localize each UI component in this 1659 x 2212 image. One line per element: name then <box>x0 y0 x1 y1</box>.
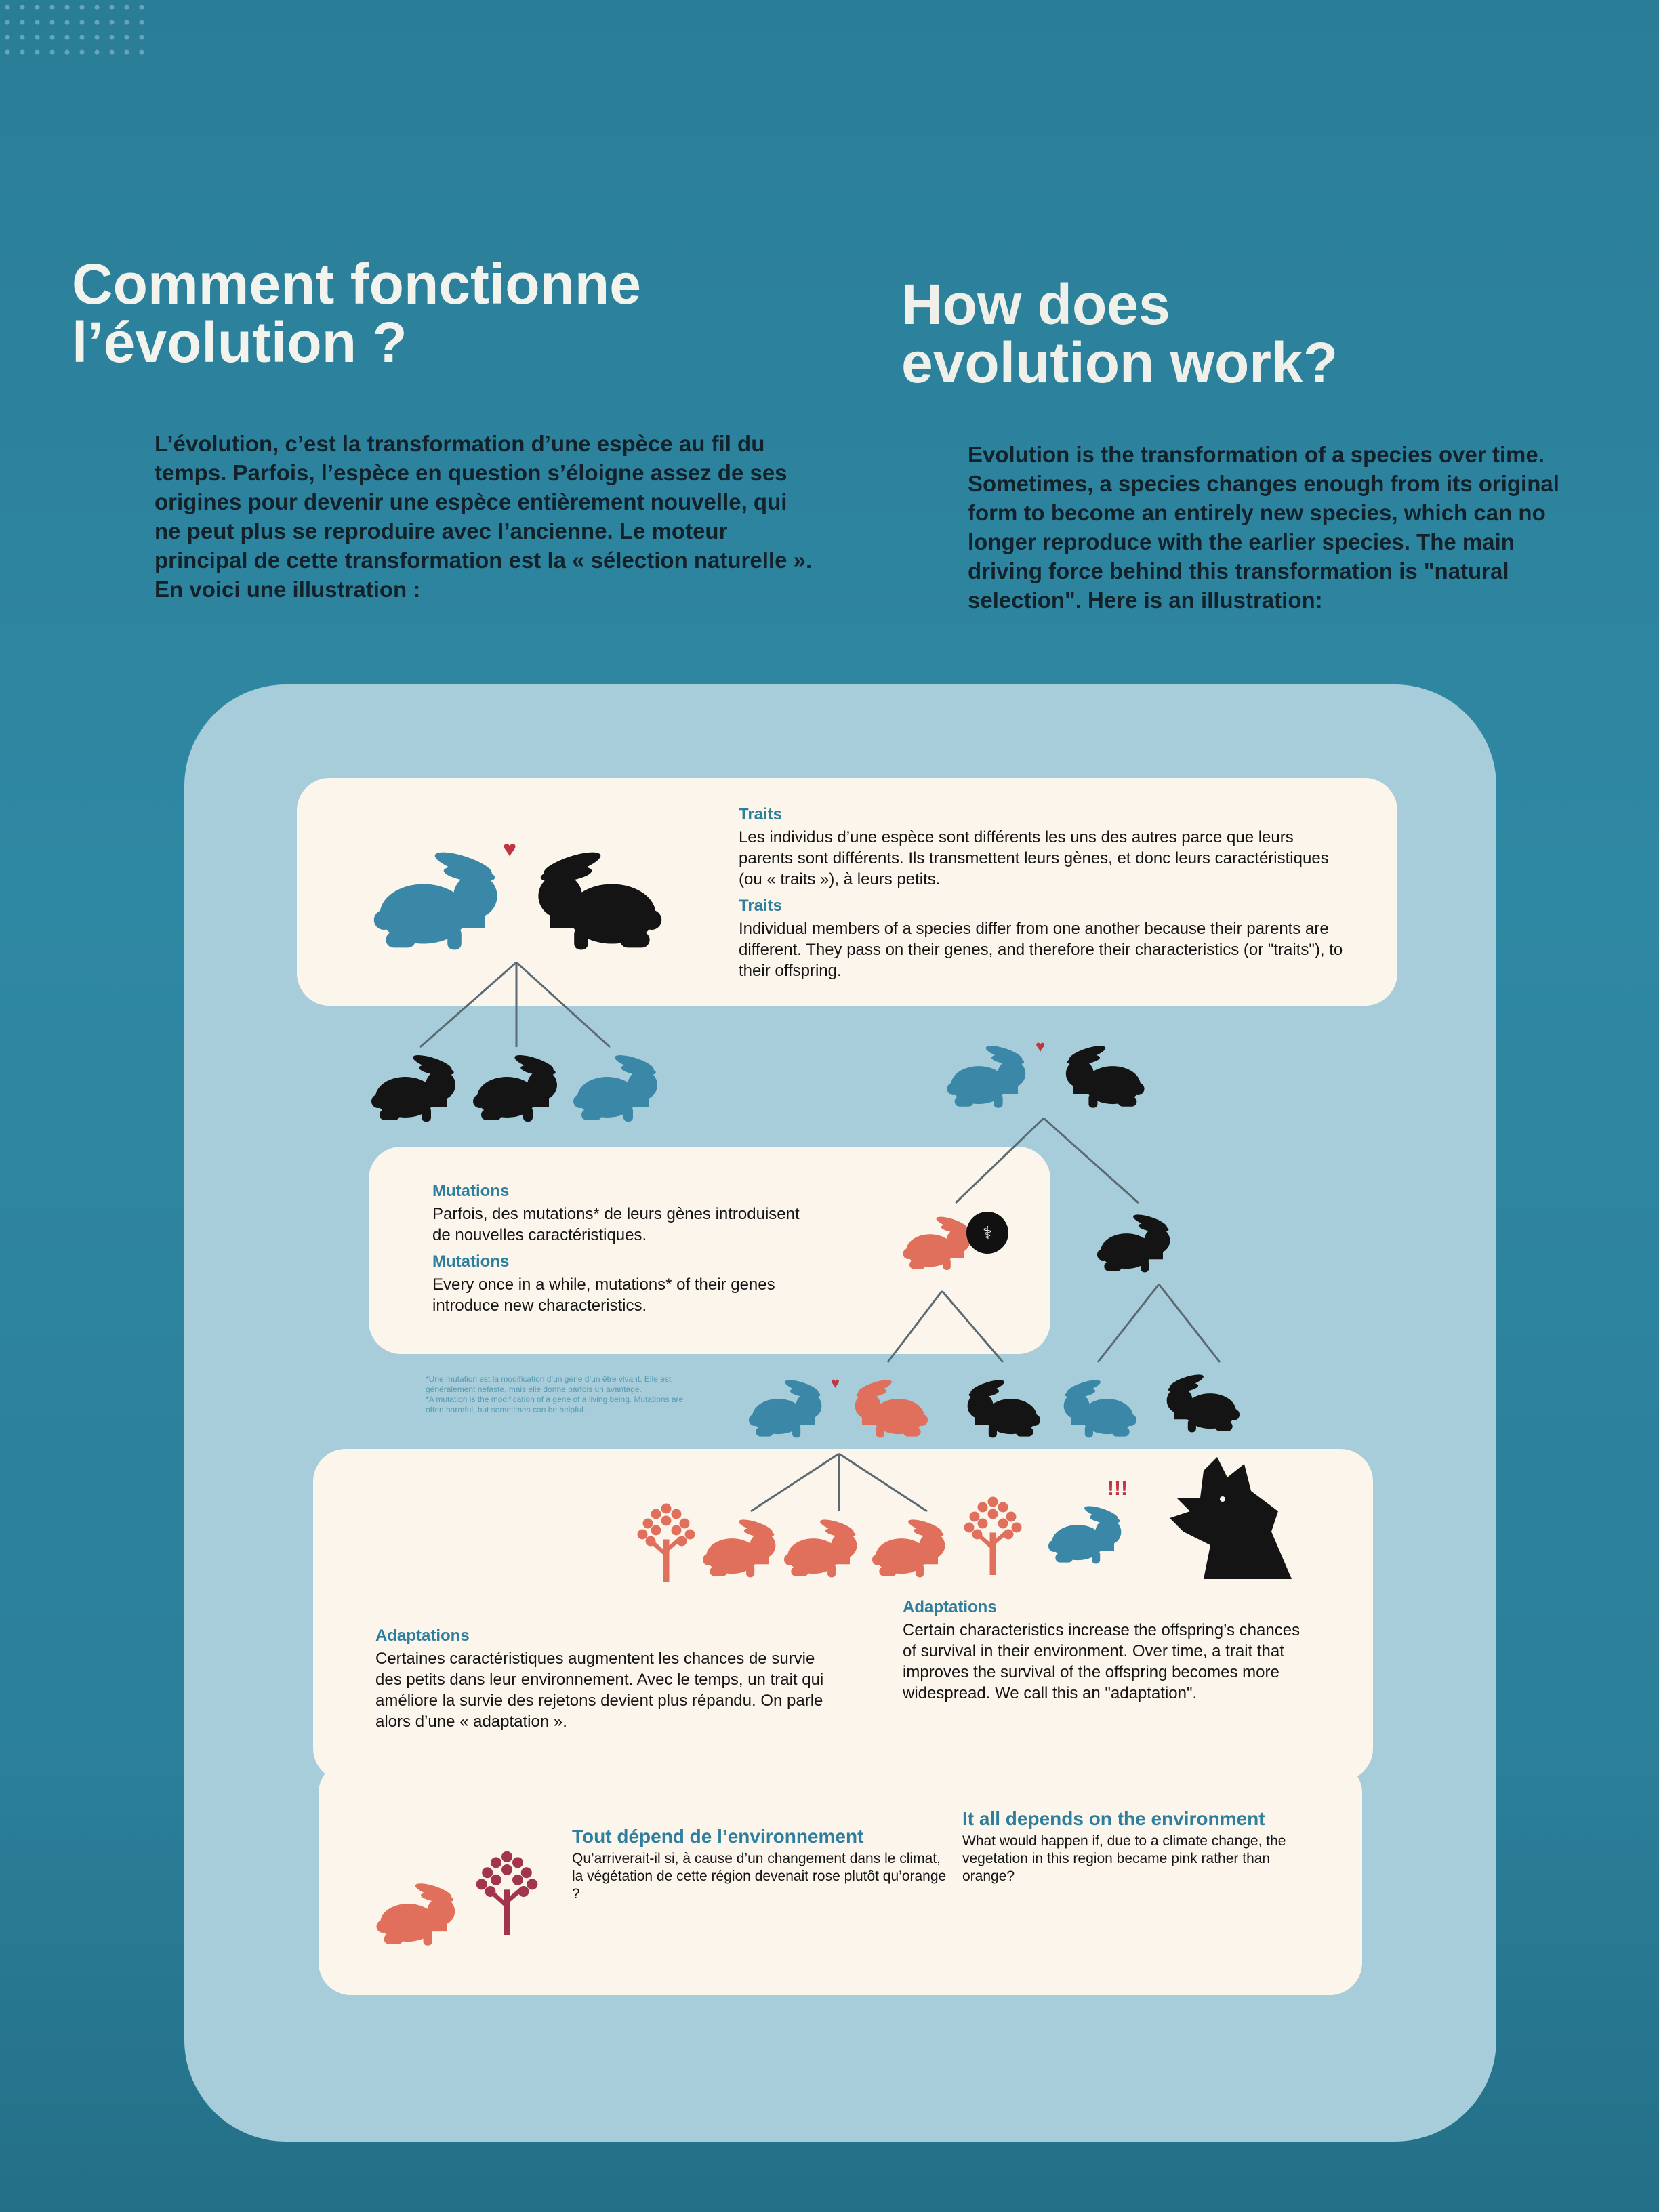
title-en: How does evolution work? <box>901 275 1511 392</box>
heart-icon: ♥ <box>1036 1038 1046 1056</box>
dna-icon: ⚕ <box>966 1212 1008 1254</box>
mutation-footnote-fr: *Une mutation est la modification d’un g… <box>426 1374 672 1394</box>
adaptations-text-fr: Certaines caractéristiques augmentent le… <box>375 1650 824 1731</box>
mutation-footnote-en: *A mutation is the modification of a gen… <box>426 1395 684 1414</box>
blue-rabbit-icon <box>1044 1502 1132 1567</box>
environment-text-fr: Qu’arriverait-il si, à cause d’un change… <box>572 1851 947 1902</box>
title-en-line2: evolution work? <box>901 331 1338 394</box>
title-fr: Comment fonctionne l’évolution ? <box>72 255 682 371</box>
mutations-label-fr: Mutations <box>432 1182 510 1200</box>
environment-text-en: What would happen if, due to a climate c… <box>962 1833 1286 1884</box>
blue-rabbit-icon <box>744 1376 832 1441</box>
traits-label-en: Traits <box>739 897 783 915</box>
adaptations-label-fr: Adaptations <box>375 1626 470 1645</box>
decorative-dots <box>0 0 149 61</box>
black-rabbit-icon <box>957 1376 1045 1441</box>
mutations-label-en: Mutations <box>432 1252 510 1271</box>
environment-label-en: It all depends on the environment <box>962 1808 1265 1829</box>
orange-rabbit-icon <box>779 1515 867 1580</box>
orange-rabbit-icon <box>867 1515 956 1580</box>
heart-icon: ♥ <box>503 836 517 862</box>
blue-rabbit-icon <box>366 846 515 954</box>
orange-tree-icon <box>636 1500 697 1582</box>
traits-label-fr: Traits <box>739 805 783 823</box>
black-rabbit-icon <box>520 846 670 954</box>
mutations-text-en: Every once in a while, mutations* of the… <box>432 1275 775 1315</box>
traits-card: Traits Les individus d’une espèce sont d… <box>297 778 1397 1006</box>
title-fr-line2: l’évolution ? <box>72 310 407 374</box>
black-rabbit-icon <box>1156 1370 1244 1435</box>
orange-rabbit-icon <box>899 1212 980 1274</box>
orange-tree-icon <box>962 1494 1023 1575</box>
black-rabbit-icon <box>1092 1212 1181 1274</box>
orange-rabbit-icon <box>371 1879 466 1949</box>
blue-rabbit-icon <box>1053 1376 1141 1441</box>
traits-text-fr: Les individus d’une espèce sont différen… <box>739 828 1329 888</box>
black-rabbit-icon <box>366 1050 468 1125</box>
blue-rabbit-icon <box>568 1050 670 1125</box>
black-rabbit-icon <box>468 1050 569 1125</box>
orange-rabbit-icon <box>844 1376 933 1441</box>
adaptations-text-en: Certain characteristics increase the off… <box>903 1621 1300 1702</box>
pink-tree-icon <box>474 1847 539 1936</box>
title-fr-line1: Comment fonctionne <box>72 252 641 316</box>
alert-icon: !!! <box>1107 1477 1128 1500</box>
adaptations-label-en: Adaptations <box>903 1598 997 1616</box>
intro-fr: L’évolution, c’est la transformation d’u… <box>155 431 813 602</box>
black-rabbit-icon <box>1054 1041 1149 1111</box>
orange-rabbit-icon <box>698 1515 786 1580</box>
heart-icon: ♥ <box>831 1374 840 1391</box>
environment-label-fr: Tout dépend de l’environnement <box>572 1826 864 1847</box>
intro-en: Evolution is the transformation of a spe… <box>968 442 1559 613</box>
wolf-icon <box>1170 1457 1292 1579</box>
mutations-text-fr: Parfois, des mutations* de leurs gènes i… <box>432 1205 800 1244</box>
traits-text-en: Individual members of a species differ f… <box>739 920 1343 980</box>
blue-rabbit-icon <box>942 1041 1037 1111</box>
mutation-footnote: *Une mutation est la modification d’un g… <box>426 1374 697 1415</box>
title-en-line1: How does <box>901 272 1170 336</box>
